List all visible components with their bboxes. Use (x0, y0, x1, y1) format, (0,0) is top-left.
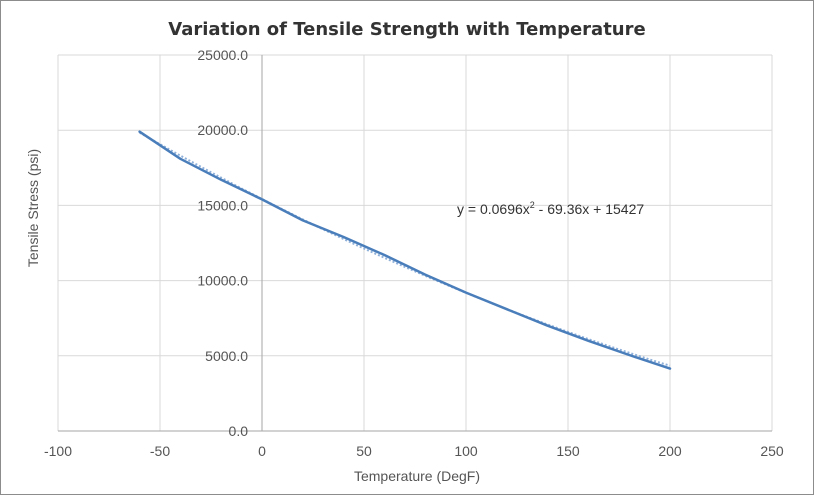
x-tick-label: 200 (658, 443, 682, 459)
series-line (138, 130, 672, 370)
gridlines (57, 54, 773, 432)
chart-title: Variation of Tensile Strength with Tempe… (168, 19, 645, 40)
y-tick-label: 10000.0 (197, 273, 248, 289)
x-tick-labels: -100 -50 0 50 100 150 200 250 (44, 443, 784, 459)
x-tick-label: -50 (150, 443, 170, 459)
x-axis-label: Temperature (DegF) (354, 468, 480, 484)
x-tick-label: -100 (44, 443, 72, 459)
x-tick-label: 50 (356, 443, 372, 459)
x-tick-label: 0 (258, 443, 266, 459)
trendline-equation: y = 0.0696x2 - 69.36x + 15427 (457, 200, 644, 217)
x-tick-label: 250 (760, 443, 784, 459)
axes (58, 55, 772, 432)
y-tick-label: 5000.0 (205, 348, 248, 364)
trendline-equation-prefix: y = 0.0696x (457, 201, 530, 217)
series-layer (138, 130, 672, 370)
y-tick-label: 20000.0 (197, 122, 248, 138)
y-tick-labels: 0.0 5000.0 10000.0 15000.0 20000.0 25000.0 (197, 47, 248, 439)
trendline-equation-suffix: - 69.36x + 15427 (535, 201, 645, 217)
y-tick-label: 0.0 (229, 423, 249, 439)
x-tick-label: 100 (454, 443, 478, 459)
x-tick-label: 150 (556, 443, 580, 459)
trendline (139, 131, 671, 367)
trendline-equation-exponent: 2 (530, 200, 535, 210)
y-tick-label: 15000.0 (197, 197, 248, 213)
y-tick-label: 25000.0 (197, 47, 248, 63)
y-axis-label: Tensile Stress (psi) (25, 149, 41, 267)
